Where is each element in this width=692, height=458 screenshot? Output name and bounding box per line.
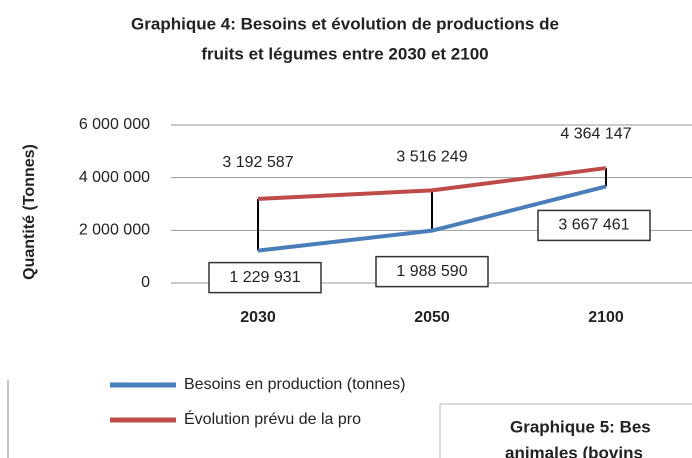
legend-label: Besoins en production (tonnes) xyxy=(184,376,405,393)
data-label-box xyxy=(375,255,489,288)
x-tick-label: 2030 xyxy=(240,309,276,326)
data-label-box xyxy=(208,261,322,294)
data-label: 3 667 461 xyxy=(558,217,629,234)
data-label: 3 516 249 xyxy=(396,149,467,166)
data-label: 1 988 590 xyxy=(396,263,467,280)
data-label-box xyxy=(537,209,651,242)
x-tick-label: 2100 xyxy=(588,309,624,326)
overlay-frame xyxy=(439,403,692,458)
y-tick-label: 2 000 000 xyxy=(79,222,150,239)
series-line xyxy=(257,184,607,253)
x-tick-label: 2050 xyxy=(414,309,450,326)
y-tick-label: 4 000 000 xyxy=(79,169,150,186)
data-label: 4 364 147 xyxy=(560,125,631,142)
y-axis-label: Quantité (Tonnes) xyxy=(21,144,38,280)
series-line xyxy=(257,166,607,201)
y-tick-label: 0 xyxy=(141,274,150,291)
y-tick-label: 6 000 000 xyxy=(79,116,150,133)
chart-title: fruits et légumes entre 2030 et 2100 xyxy=(201,44,488,63)
plot: 0 2 000 000 4 000 000 6 000 000 2030 2050 2100… xyxy=(79,116,692,428)
overlay-title: animales (bovins xyxy=(505,443,643,458)
data-label: 3 192 587 xyxy=(222,154,293,171)
chart-title: Graphique 4: Besoins et évolution de pro… xyxy=(131,14,559,33)
data-label: 1 229 931 xyxy=(229,269,300,286)
overlay-title: Graphique 5: Bes xyxy=(510,417,651,436)
legend-label: Évolution prévu de la pro xyxy=(184,409,361,428)
overlay-chart: Graphique 5: Bes animales (bovins xyxy=(439,403,692,458)
